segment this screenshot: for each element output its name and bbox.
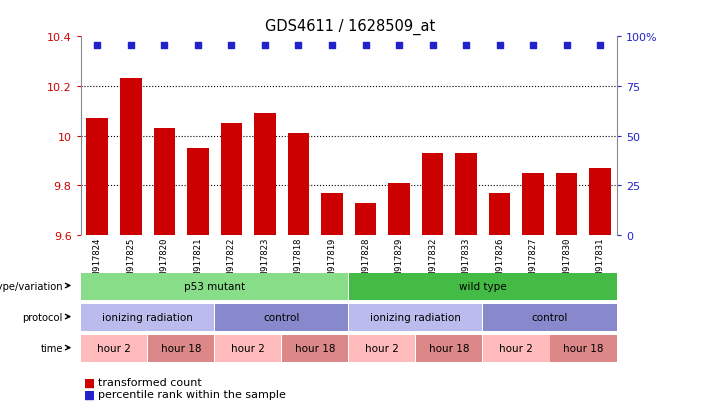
Bar <box>254 114 276 235</box>
Bar <box>349 304 482 331</box>
Bar <box>483 335 550 362</box>
Point <box>92 43 103 49</box>
Bar <box>522 173 544 235</box>
Text: GSM917823: GSM917823 <box>261 237 269 285</box>
Text: p53 mutant: p53 mutant <box>184 281 245 291</box>
Bar <box>187 149 209 235</box>
Bar <box>550 335 617 362</box>
Point <box>327 43 338 49</box>
Bar <box>321 193 343 235</box>
Text: GSM917824: GSM917824 <box>93 237 102 285</box>
Text: GSM917832: GSM917832 <box>428 237 437 285</box>
Text: hour 18: hour 18 <box>295 343 336 353</box>
Text: control: control <box>531 312 568 322</box>
Bar <box>556 173 578 235</box>
Text: GDS4611 / 1628509_at: GDS4611 / 1628509_at <box>266 19 435 35</box>
Bar <box>421 154 444 235</box>
Text: ionizing radiation: ionizing radiation <box>102 312 193 322</box>
Bar <box>388 183 410 235</box>
Bar <box>483 304 617 331</box>
Point <box>527 43 538 49</box>
Text: GSM917818: GSM917818 <box>294 237 303 285</box>
Text: GSM917820: GSM917820 <box>160 237 169 285</box>
Text: GSM917827: GSM917827 <box>529 237 538 285</box>
Point <box>427 43 438 49</box>
Text: hour 2: hour 2 <box>231 343 265 353</box>
Bar <box>416 335 482 362</box>
Text: transformed count: transformed count <box>98 377 202 387</box>
Text: GSM917825: GSM917825 <box>126 237 135 285</box>
Bar <box>120 79 142 235</box>
Bar <box>349 335 416 362</box>
Bar <box>215 335 281 362</box>
Bar <box>148 335 215 362</box>
Text: hour 2: hour 2 <box>499 343 533 353</box>
Text: GSM917821: GSM917821 <box>193 237 203 285</box>
Bar <box>282 335 348 362</box>
Bar <box>221 124 243 235</box>
Text: GSM917830: GSM917830 <box>562 237 571 285</box>
Point <box>360 43 371 49</box>
Text: GSM917833: GSM917833 <box>461 237 470 285</box>
Point <box>226 43 237 49</box>
Bar <box>287 134 309 235</box>
Bar <box>154 129 175 235</box>
Point <box>494 43 505 49</box>
Text: control: control <box>264 312 300 322</box>
Bar <box>590 169 611 235</box>
Text: hour 18: hour 18 <box>161 343 201 353</box>
Bar <box>355 203 376 235</box>
Text: percentile rank within the sample: percentile rank within the sample <box>98 389 286 399</box>
Text: GSM917828: GSM917828 <box>361 237 370 285</box>
Text: hour 2: hour 2 <box>365 343 399 353</box>
Point <box>461 43 472 49</box>
Text: ionizing radiation: ionizing radiation <box>370 312 461 322</box>
Text: protocol: protocol <box>22 312 63 322</box>
Point <box>159 43 170 49</box>
Text: time: time <box>41 343 63 353</box>
Bar <box>86 119 108 235</box>
Point <box>293 43 304 49</box>
Bar <box>455 154 477 235</box>
Point <box>192 43 203 49</box>
Bar <box>215 304 348 331</box>
Bar <box>489 193 510 235</box>
Point <box>393 43 404 49</box>
Text: GSM917826: GSM917826 <box>495 237 504 285</box>
Bar <box>81 304 215 331</box>
Text: GSM917829: GSM917829 <box>395 237 404 285</box>
Text: ■: ■ <box>84 375 95 389</box>
Text: hour 18: hour 18 <box>563 343 604 353</box>
Text: GSM917819: GSM917819 <box>327 237 336 285</box>
Bar <box>81 335 147 362</box>
Text: wild type: wild type <box>459 281 507 291</box>
Text: hour 18: hour 18 <box>429 343 470 353</box>
Point <box>125 43 137 49</box>
Bar <box>81 273 348 300</box>
Text: genotype/variation: genotype/variation <box>0 281 63 291</box>
Text: hour 2: hour 2 <box>97 343 131 353</box>
Text: ■: ■ <box>84 388 95 401</box>
Point <box>561 43 572 49</box>
Bar <box>349 273 617 300</box>
Point <box>594 43 606 49</box>
Point <box>259 43 271 49</box>
Text: GSM917822: GSM917822 <box>227 237 236 285</box>
Text: GSM917831: GSM917831 <box>596 237 605 285</box>
